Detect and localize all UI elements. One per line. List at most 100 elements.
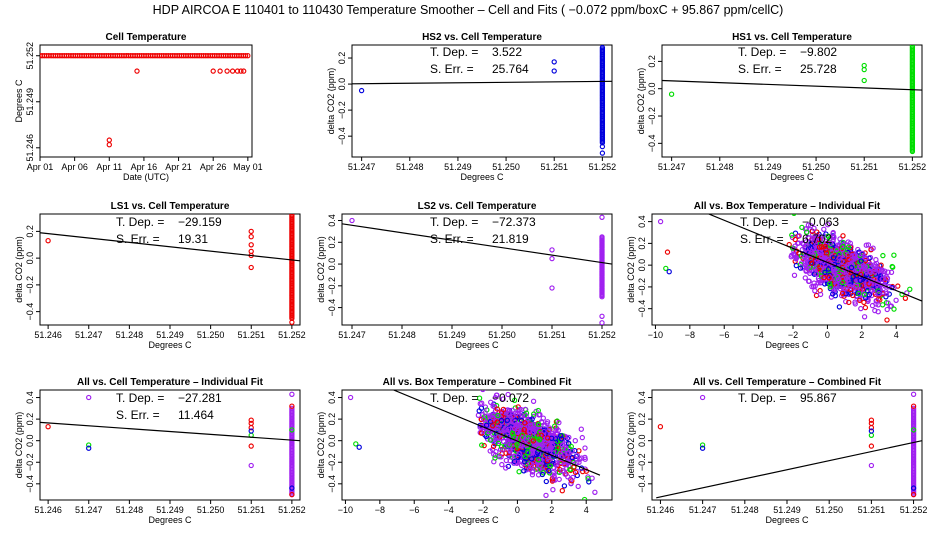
scatter-point bbox=[560, 445, 566, 452]
scatter-point bbox=[492, 455, 498, 461]
scatter-point bbox=[503, 465, 509, 471]
x-tick-label: Apr 06 bbox=[61, 162, 88, 172]
scatter-point bbox=[106, 142, 112, 148]
panel-p2: HS2 vs. Cell Temperature 51.247 51.248 51.2… bbox=[326, 32, 616, 182]
annotation-label: S. Err. = bbox=[430, 232, 474, 246]
y-tick-label: 0.4 bbox=[327, 391, 337, 404]
scatter-point bbox=[476, 395, 483, 401]
scatter-point bbox=[866, 268, 872, 275]
x-tick-label: May 01 bbox=[233, 162, 263, 172]
scatter-point bbox=[801, 254, 808, 261]
fit-line bbox=[342, 223, 612, 265]
scatter-point bbox=[862, 291, 868, 298]
scatter-point bbox=[565, 440, 572, 446]
scatter-point bbox=[494, 392, 500, 398]
scatter-point bbox=[353, 441, 359, 447]
scatter-point bbox=[806, 235, 812, 241]
panel-p8: All vs. Box Temperature – Combined Fit −1… bbox=[316, 377, 613, 525]
scatter-point bbox=[839, 246, 846, 253]
scatter-point bbox=[839, 279, 845, 286]
data-points bbox=[662, 45, 922, 155]
scatter-point bbox=[523, 410, 530, 416]
x-tick-label: 51.248 bbox=[388, 330, 416, 340]
scatter-point bbox=[499, 461, 505, 468]
x-tick-label: 51.249 bbox=[754, 162, 782, 172]
y-tick-label: 0.2 bbox=[647, 55, 657, 68]
scatter-point bbox=[822, 261, 829, 268]
y-axis-label: Degrees C bbox=[14, 79, 24, 123]
scatter-point bbox=[248, 462, 254, 469]
scatter-point bbox=[542, 445, 548, 451]
scatter-point bbox=[248, 264, 254, 271]
scatter-point bbox=[539, 442, 545, 448]
scatter-point bbox=[498, 444, 505, 450]
scatter-point bbox=[242, 53, 249, 59]
panel-p5: LS2 vs. Cell Temperature 51.247 51.248 51.2… bbox=[316, 201, 616, 350]
x-tick-label: 51.249 bbox=[773, 505, 801, 515]
scatter-point bbox=[556, 419, 562, 426]
scatter-point bbox=[826, 275, 832, 281]
scatter-point bbox=[812, 266, 818, 272]
x-tick-label: −6 bbox=[409, 505, 419, 515]
scatter-point bbox=[830, 291, 836, 297]
scatter-point bbox=[861, 77, 867, 84]
scatter-point bbox=[45, 238, 51, 244]
scatter-point bbox=[505, 429, 511, 436]
scatter-point bbox=[852, 252, 858, 258]
x-tick-label: 51.251 bbox=[850, 162, 878, 172]
scatter-point bbox=[569, 454, 575, 461]
scatter-point bbox=[885, 269, 891, 275]
scatter-point bbox=[884, 317, 890, 323]
scatter-point bbox=[855, 267, 861, 273]
annotation-value: 19.31 bbox=[178, 232, 208, 246]
scatter-point bbox=[527, 461, 533, 467]
annotation-label: T. Dep. = bbox=[116, 215, 164, 229]
x-tick-label: 51.249 bbox=[156, 330, 184, 340]
x-tick-label: 0 bbox=[515, 505, 520, 515]
scatter-point bbox=[561, 462, 568, 468]
annotation-label: S. Err. = bbox=[430, 62, 474, 76]
scatter-point bbox=[871, 266, 878, 273]
scatter-point bbox=[668, 91, 675, 97]
scatter-point bbox=[910, 403, 917, 409]
scatter-point bbox=[525, 450, 531, 456]
y-tick-label: 51.252 bbox=[25, 42, 35, 70]
scatter-point bbox=[501, 438, 507, 445]
scatter-point bbox=[224, 68, 230, 74]
x-tick-label: 51.248 bbox=[116, 505, 144, 515]
scatter-point bbox=[910, 405, 917, 411]
x-tick-label: 4 bbox=[894, 330, 899, 340]
panel-p1: Cell Temperature Apr 01 Apr 06 Apr 11 Apr 16… bbox=[14, 32, 263, 182]
fit-line bbox=[393, 390, 601, 476]
scatter-point bbox=[499, 447, 506, 453]
scatter-point bbox=[827, 281, 833, 287]
scatter-point bbox=[845, 274, 851, 280]
x-axis-label: Degrees C bbox=[765, 340, 809, 350]
x-tick-label: 4 bbox=[584, 505, 589, 515]
scatter-point bbox=[535, 421, 542, 427]
scatter-point bbox=[791, 272, 798, 278]
scatter-point bbox=[495, 434, 501, 440]
panel-p4: LS1 vs. Cell Temperature 51.246 51.247 51.2… bbox=[14, 201, 306, 350]
y-axis-label: delta CO2 (ppm) bbox=[316, 236, 326, 303]
scatter-point bbox=[865, 242, 872, 248]
scatter-point bbox=[248, 242, 254, 248]
x-tick-label: 51.250 bbox=[488, 330, 516, 340]
y-tick-label: 0.4 bbox=[327, 214, 337, 227]
data-points bbox=[347, 390, 601, 500]
scatter-point bbox=[494, 419, 500, 425]
scatter-point bbox=[558, 459, 564, 466]
scatter-point bbox=[289, 485, 295, 491]
x-tick-label: 51.246 bbox=[34, 330, 62, 340]
scatter-point bbox=[859, 250, 865, 257]
scatter-point bbox=[851, 253, 858, 259]
x-axis-label: Degrees C bbox=[770, 172, 814, 182]
scatter-point bbox=[657, 218, 664, 225]
scatter-point bbox=[666, 269, 672, 275]
scatter-point bbox=[581, 496, 588, 500]
scatter-point bbox=[495, 424, 501, 431]
annotation-label: S. Err. = bbox=[738, 62, 782, 76]
plot-frame bbox=[341, 389, 613, 501]
scatter-point bbox=[805, 222, 812, 228]
